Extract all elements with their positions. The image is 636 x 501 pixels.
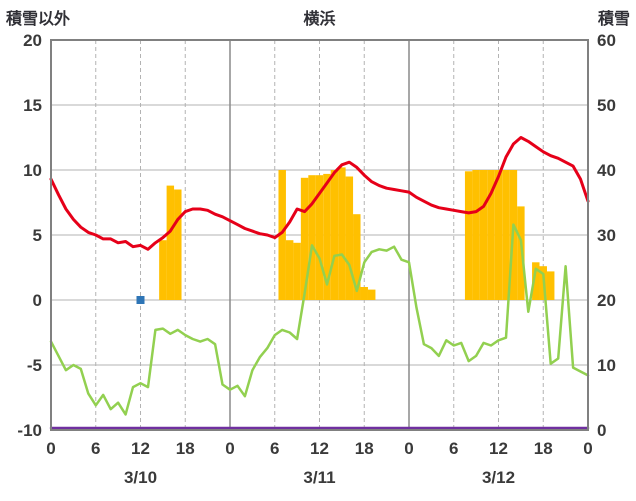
svg-text:18: 18 (176, 439, 195, 458)
orange-bars-series (159, 167, 555, 300)
svg-text:18: 18 (534, 439, 553, 458)
x-axis-tick-labels: 0 6 12 18 0 6 12 18 0 6 12 18 0 (46, 439, 592, 458)
svg-text:40: 40 (597, 161, 616, 180)
green-line-series (49, 223, 590, 416)
svg-text:-5: -5 (27, 356, 42, 375)
svg-text:30: 30 (597, 226, 616, 245)
svg-text:6: 6 (270, 439, 279, 458)
svg-text:12: 12 (489, 439, 508, 458)
svg-text:50: 50 (597, 96, 616, 115)
svg-text:12: 12 (310, 439, 329, 458)
day-labels: 3/10 3/11 3/12 (124, 468, 515, 487)
svg-text:0: 0 (46, 439, 55, 458)
right-axis-tick-labels: 60 50 40 30 20 10 0 (597, 31, 616, 440)
svg-text:12: 12 (131, 439, 150, 458)
left-axis-tick-labels: 20 15 10 5 0 -5 -10 (17, 31, 42, 440)
svg-text:6: 6 (449, 439, 458, 458)
svg-text:6: 6 (91, 439, 100, 458)
right-axis-title: 積雪 (597, 11, 630, 28)
svg-text:0: 0 (33, 291, 42, 310)
svg-text:5: 5 (33, 226, 42, 245)
svg-text:0: 0 (583, 439, 592, 458)
chart-title: 横浜 (303, 11, 336, 28)
svg-text:0: 0 (597, 421, 606, 440)
svg-text:3/11: 3/11 (303, 468, 335, 487)
svg-text:0: 0 (225, 439, 234, 458)
blue-point-series (136, 296, 145, 304)
svg-text:20: 20 (597, 291, 616, 310)
svg-text:10: 10 (597, 356, 616, 375)
svg-text:60: 60 (597, 31, 616, 50)
svg-text:0: 0 (404, 439, 413, 458)
red-line-series (49, 136, 590, 251)
svg-text:3/10: 3/10 (124, 468, 157, 487)
svg-text:3/12: 3/12 (482, 468, 515, 487)
svg-text:15: 15 (23, 96, 42, 115)
plot-border (50, 39, 589, 431)
svg-text:20: 20 (23, 31, 42, 50)
svg-text:-10: -10 (17, 421, 42, 440)
svg-text:10: 10 (23, 161, 42, 180)
left-axis-title: 積雪以外 (6, 11, 71, 28)
svg-text:18: 18 (355, 439, 374, 458)
